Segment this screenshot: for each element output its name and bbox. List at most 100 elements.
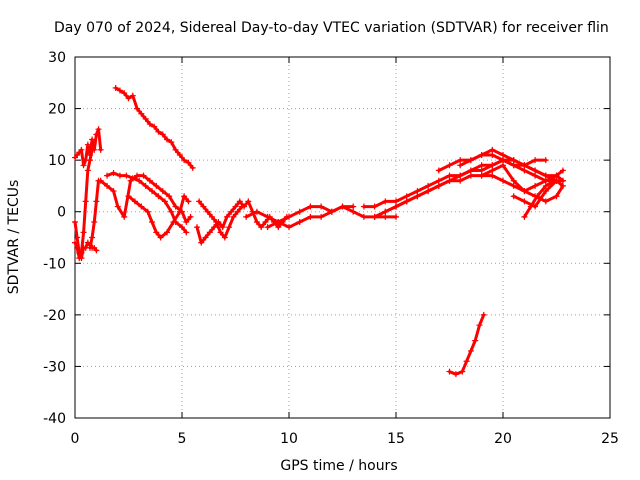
data-point: [463, 358, 470, 365]
data-point: [457, 157, 464, 164]
data-point: [204, 208, 211, 215]
data-point: [110, 170, 117, 177]
data-point: [371, 213, 378, 220]
data-point: [226, 224, 233, 231]
data-point: [307, 203, 314, 210]
data-point: [489, 146, 496, 153]
data-point: [553, 193, 560, 200]
data-point: [478, 172, 485, 179]
data-point: [172, 146, 179, 153]
y-tick-label: -20: [43, 308, 66, 324]
y-tick-label: 30: [48, 50, 66, 66]
data-point: [559, 177, 566, 184]
data-point: [74, 234, 81, 241]
data-point: [72, 219, 78, 226]
data-point: [446, 368, 453, 375]
data-point: [183, 219, 190, 226]
data-point: [80, 162, 87, 169]
y-axis-label: SDTVAR / TECUs: [6, 180, 22, 295]
data-point: [168, 139, 175, 146]
data-point: [138, 110, 145, 117]
data-point: [532, 182, 539, 189]
data-point: [414, 193, 421, 200]
data-point: [134, 105, 141, 112]
data-point: [500, 162, 506, 169]
data-point: [185, 198, 192, 205]
data-point: [521, 162, 528, 169]
x-tick-label: 10: [280, 431, 298, 447]
y-tick-label: 0: [57, 205, 66, 221]
data-point: [219, 224, 226, 231]
data-point: [393, 203, 399, 210]
data-point: [489, 167, 496, 174]
data-point: [131, 198, 138, 205]
data-point: [170, 219, 177, 226]
data-point: [155, 193, 162, 200]
data-point: [157, 234, 164, 241]
series-track-9: [125, 193, 192, 241]
data-point: [521, 188, 528, 195]
data-point: [542, 182, 549, 189]
data-point: [478, 151, 485, 158]
data-point: [93, 247, 100, 254]
data-point: [472, 337, 479, 344]
data-point: [185, 159, 192, 166]
data-point: [200, 203, 207, 210]
data-point: [136, 177, 143, 184]
data-point: [196, 198, 203, 205]
data-point: [371, 203, 378, 210]
data-point: [172, 203, 179, 210]
data-point: [95, 126, 102, 133]
data-point: [478, 167, 485, 174]
data-point: [262, 219, 269, 226]
series-line: [99, 174, 193, 224]
data-point: [86, 157, 93, 164]
chart-title: Day 070 of 2024, Sidereal Day-to-day VTE…: [54, 20, 609, 36]
data-point: [155, 128, 162, 135]
data-point: [480, 311, 487, 318]
series-line: [448, 313, 486, 376]
data-point: [134, 172, 141, 179]
data-point: [532, 172, 539, 179]
data-point: [82, 198, 89, 205]
series-track-16: [382, 167, 566, 215]
data-point: [80, 229, 87, 236]
data-point: [500, 151, 506, 158]
data-point: [104, 182, 111, 189]
series-track-6: [112, 84, 196, 171]
data-point: [221, 234, 228, 241]
data-point: [446, 162, 453, 169]
y-tick-label: 20: [48, 102, 66, 118]
x-tick-label: 25: [601, 431, 619, 447]
data-point: [121, 213, 128, 220]
y-tick-label: -10: [43, 256, 66, 272]
series-line: [127, 194, 190, 239]
data-point: [559, 182, 566, 189]
x-tick-label: 15: [387, 431, 405, 447]
data-point: [153, 229, 160, 236]
data-point: [425, 188, 432, 195]
data-point: [140, 172, 147, 179]
data-point: [264, 213, 271, 220]
data-point: [510, 157, 517, 164]
data-point: [403, 198, 410, 205]
data-point: [176, 151, 183, 158]
data-point: [296, 219, 303, 226]
series-track-22: [446, 311, 487, 378]
data-point: [500, 157, 506, 164]
data-point: [138, 203, 145, 210]
data-point: [146, 177, 153, 184]
data-point: [307, 213, 314, 220]
data-point: [286, 213, 292, 220]
data-point: [89, 146, 96, 153]
data-point: [183, 229, 190, 236]
x-tick-label: 0: [71, 431, 80, 447]
data-point: [176, 208, 183, 215]
data-point: [489, 172, 496, 179]
data-point: [350, 203, 357, 210]
data-point: [459, 368, 466, 375]
series-line: [383, 169, 565, 214]
series-track-7: [97, 172, 194, 226]
x-tick-label: 20: [494, 431, 512, 447]
